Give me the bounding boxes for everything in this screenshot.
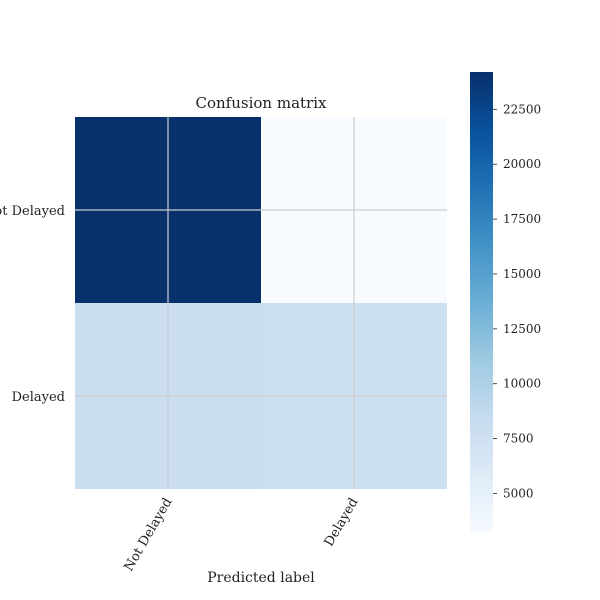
y-tick-label: Not Delayed xyxy=(0,204,65,219)
y-tick-labels: Not Delayed Delayed xyxy=(0,204,65,405)
heatmap-gridlines xyxy=(75,117,447,489)
colorbar-tick-label: 12500 xyxy=(503,322,541,336)
x-axis-label: Predicted label xyxy=(207,570,315,586)
heatmap-cells xyxy=(75,117,447,489)
colorbar-tick-label: 22500 xyxy=(503,102,541,116)
x-tick-label: Delayed xyxy=(322,496,362,550)
colorbar-tick-label: 5000 xyxy=(503,486,534,500)
colorbar-ticks: 5000 7500 10000 12500 15000 17500 20000 22500 xyxy=(493,102,541,500)
colorbar xyxy=(470,72,493,533)
chart-title: Confusion matrix xyxy=(196,94,327,112)
y-tick-label: Delayed xyxy=(12,390,65,405)
x-tick-labels: Not Delayed Delayed xyxy=(121,496,361,574)
colorbar-tick-label: 17500 xyxy=(503,212,541,226)
colorbar-tick-label: 10000 xyxy=(503,377,541,391)
colorbar-tick-label: 7500 xyxy=(503,432,534,446)
colorbar-tick-label: 15000 xyxy=(503,267,541,281)
x-tick-label: Not Delayed xyxy=(121,496,175,574)
colorbar-tick-label: 20000 xyxy=(503,157,541,171)
